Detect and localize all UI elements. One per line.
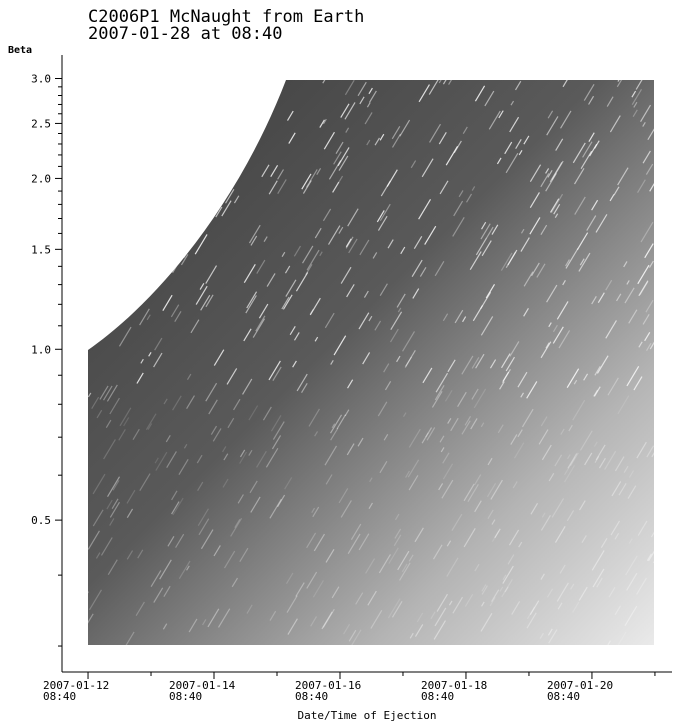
x-axis-label: Date/Time of Ejection bbox=[297, 709, 436, 722]
x-tick-label: 2007-01-18 08:40 bbox=[420, 679, 488, 703]
y-tick-label: 0.5 bbox=[31, 514, 51, 527]
y-tick-label: 2.0 bbox=[31, 172, 51, 185]
y-tick-label: 3.0 bbox=[31, 72, 51, 85]
x-tick-label: 2007-01-12 08:40 bbox=[43, 679, 110, 703]
chart-subtitle: 2007-01-28 at 08:40 bbox=[88, 24, 282, 44]
x-tick-label: 2007-01-16 08:40 bbox=[294, 679, 362, 703]
y-axis-label: Beta bbox=[8, 45, 32, 56]
x-tick-label: 2007-01-20 08:40 bbox=[546, 679, 614, 703]
x-tick-label: 2007-01-14 08:40 bbox=[169, 679, 236, 703]
y-tick-label: 2.5 bbox=[31, 117, 51, 130]
y-tick-label: 1.0 bbox=[31, 343, 51, 356]
y-tick-label: 1.5 bbox=[31, 243, 51, 256]
intensity-image bbox=[88, 80, 654, 645]
chart-title: C2006P1 McNaught from Earth bbox=[88, 7, 364, 27]
